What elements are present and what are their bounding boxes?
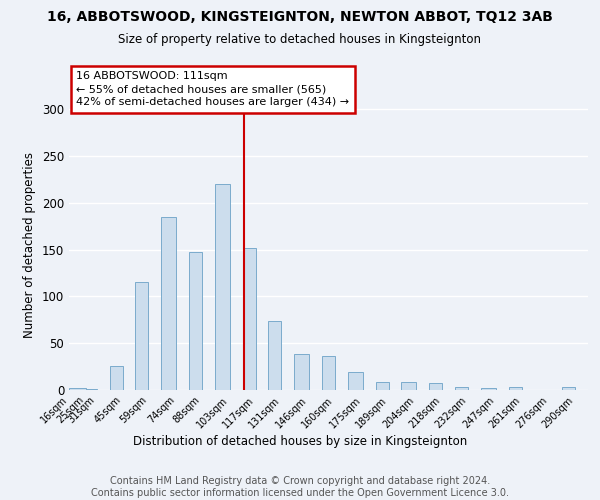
Bar <box>110 366 122 390</box>
Bar <box>401 382 416 390</box>
Bar <box>189 252 202 390</box>
Bar <box>322 356 335 390</box>
Bar <box>376 382 389 390</box>
Bar <box>348 372 362 390</box>
Bar <box>455 387 468 390</box>
Bar <box>86 389 97 390</box>
Bar <box>268 321 281 390</box>
Bar <box>295 354 309 390</box>
Bar <box>136 282 148 390</box>
Text: Distribution of detached houses by size in Kingsteignton: Distribution of detached houses by size … <box>133 435 467 448</box>
Text: Size of property relative to detached houses in Kingsteignton: Size of property relative to detached ho… <box>119 32 482 46</box>
Bar <box>481 388 496 390</box>
Bar <box>215 184 230 390</box>
Text: 16 ABBOTSWOOD: 111sqm
← 55% of detached houses are smaller (565)
42% of semi-det: 16 ABBOTSWOOD: 111sqm ← 55% of detached … <box>76 71 350 108</box>
Bar <box>509 387 521 390</box>
Bar <box>429 382 442 390</box>
Bar <box>161 217 176 390</box>
Bar <box>242 248 256 390</box>
Y-axis label: Number of detached properties: Number of detached properties <box>23 152 37 338</box>
Text: Contains HM Land Registry data © Crown copyright and database right 2024.
Contai: Contains HM Land Registry data © Crown c… <box>91 476 509 498</box>
Text: 16, ABBOTSWOOD, KINGSTEIGNTON, NEWTON ABBOT, TQ12 3AB: 16, ABBOTSWOOD, KINGSTEIGNTON, NEWTON AB… <box>47 10 553 24</box>
Bar <box>69 388 86 390</box>
Bar <box>562 387 575 390</box>
